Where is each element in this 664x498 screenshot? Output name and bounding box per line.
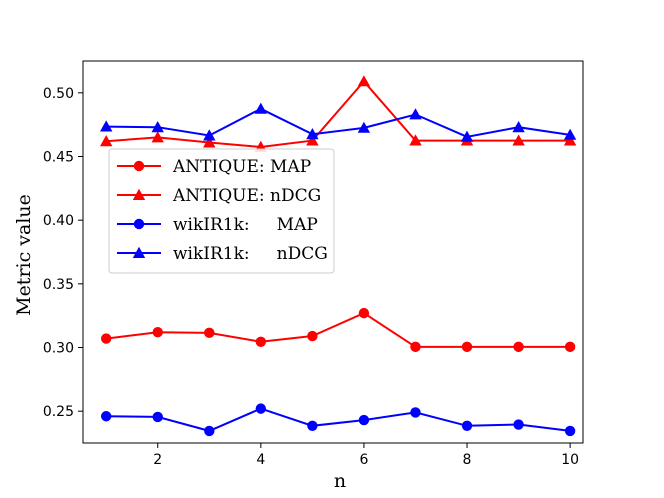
y-tick-label: 0.40	[43, 213, 74, 229]
x-tick-label: 8	[463, 452, 472, 468]
series-2-point-9	[512, 134, 525, 146]
series-2-point-3	[203, 136, 216, 148]
x-tick-label: 2	[153, 452, 162, 468]
series-4-point-9	[512, 121, 525, 133]
series-2-point-7	[409, 134, 422, 146]
series-line-1	[106, 311, 571, 348]
series-3-point-10	[564, 425, 576, 437]
series-4-point-6	[357, 121, 371, 133]
series-2-point-6	[357, 75, 371, 87]
series-3-point-7	[410, 407, 421, 418]
legend-label: wikIR1k: MAP	[173, 215, 318, 235]
legend-label: wikIR1k: nDCG	[173, 244, 328, 264]
series-4-point-5	[306, 128, 319, 140]
legend-swatch-marker	[132, 246, 146, 258]
series-4-point-2	[151, 121, 164, 133]
series-1-point-9	[513, 341, 524, 353]
series-1-point-1	[100, 333, 112, 344]
series-4-point-1	[100, 120, 113, 132]
legend: ANTIQUE: MAP ANTIQUE: nDCG wikIR1k: MAP wik…	[108, 148, 335, 274]
legend-swatch-marker	[133, 218, 145, 230]
series-1-point-3	[204, 327, 215, 339]
series-line-2	[106, 79, 571, 149]
y-tick-label: 0.25	[43, 404, 74, 420]
y-tick-label: 0.35	[43, 277, 74, 293]
series-1-point-10	[564, 341, 576, 353]
series-2-point-10	[563, 134, 577, 146]
series-3-point-8	[461, 420, 473, 432]
legend-swatch-marker	[132, 188, 146, 200]
series-3-point-4	[255, 403, 267, 414]
plot-marks	[100, 75, 577, 437]
x-tick-label: 4	[256, 452, 265, 468]
legend-label: ANTIQUE: MAP	[172, 157, 311, 177]
series-4-point-4	[254, 102, 267, 114]
series-3-point-5	[307, 420, 318, 432]
y-tick-label: 0.30	[43, 341, 74, 357]
y-tick-label: 0.45	[43, 150, 74, 166]
series-2-point-1	[100, 135, 113, 147]
series-1-point-2	[152, 327, 163, 338]
series-3-point-6	[358, 414, 370, 426]
series-1-point-4	[255, 336, 267, 347]
series-1-point-7	[410, 341, 421, 353]
legend-label: ANTIQUE: nDCG	[172, 186, 321, 206]
series-4-point-3	[203, 129, 216, 141]
series-4-point-7	[409, 108, 422, 120]
plot-frame	[82, 60, 584, 444]
y-tick-label: 0.50	[43, 86, 74, 102]
x-tick-label: 10	[561, 452, 579, 468]
series-3-point-9	[513, 419, 524, 430]
series-line-4	[106, 107, 571, 138]
series-4-point-10	[563, 128, 577, 140]
series-1-point-6	[358, 307, 370, 319]
series-4-point-8	[460, 130, 474, 142]
series-1-point-8	[461, 341, 473, 353]
series-2-point-5	[306, 134, 319, 146]
x-tick-label: 6	[359, 452, 368, 468]
series-3-point-2	[152, 411, 163, 423]
series-1-point-5	[307, 330, 318, 342]
legend-box	[108, 148, 335, 274]
axes: 2 4 6 8 10 0.25 0.30 0.35 0.40 0.45 0.50	[43, 60, 584, 468]
legend-swatch-marker	[133, 160, 145, 172]
series-line-3	[106, 407, 571, 432]
y-axis-title: Metric value	[13, 194, 35, 316]
series-3-point-3	[204, 425, 215, 437]
series-2-point-2	[151, 131, 164, 143]
series-3-point-1	[100, 411, 112, 422]
x-axis-title: n	[334, 470, 346, 492]
